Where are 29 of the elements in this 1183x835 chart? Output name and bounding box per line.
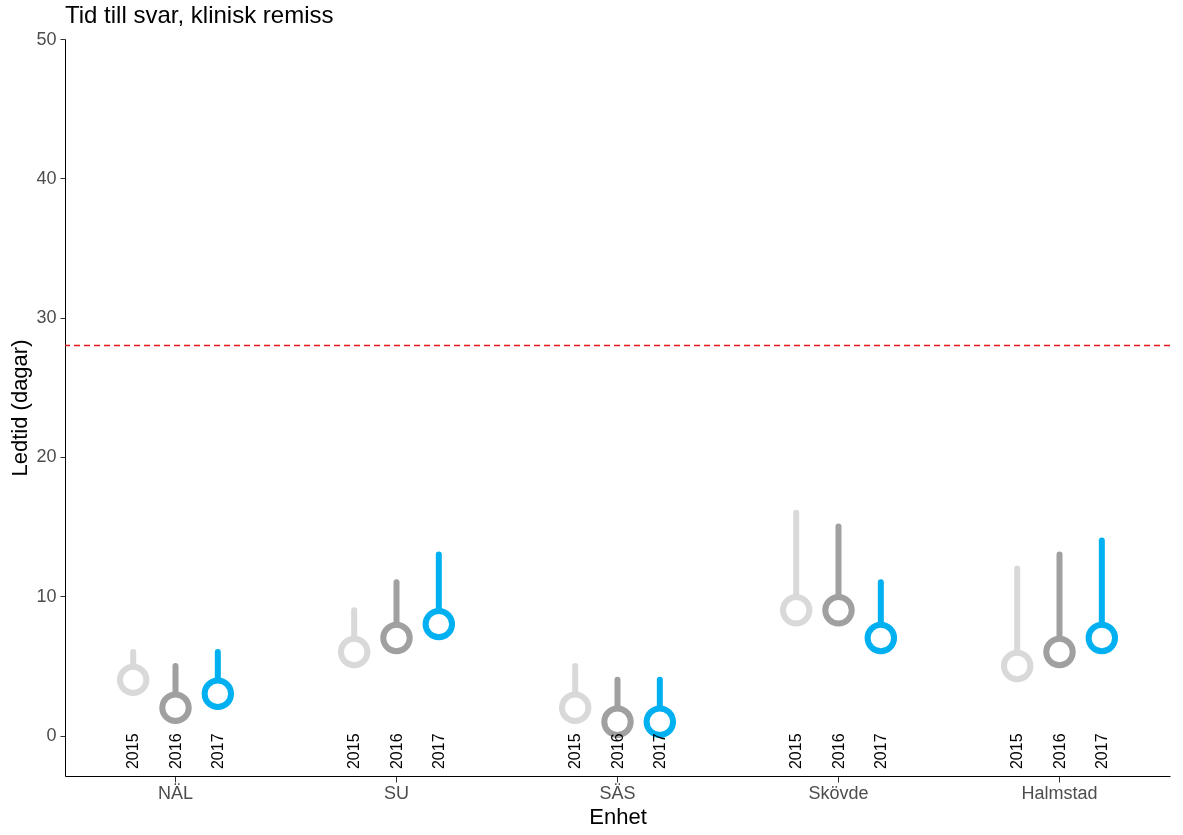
- y-tick-label: 20: [36, 446, 57, 467]
- text: 2016: [166, 733, 184, 770]
- text: 2016: [829, 733, 847, 770]
- x-tick-label: Halmstad: [1021, 782, 1098, 803]
- text: 2016: [608, 733, 626, 770]
- text: 2016: [1050, 733, 1068, 770]
- text: 2015: [124, 733, 142, 770]
- x-tick-label: SÄS: [599, 782, 636, 803]
- text: 2017: [208, 733, 226, 770]
- y-tick-label: 40: [36, 167, 57, 188]
- text: 2015: [787, 733, 805, 770]
- text: 2015: [566, 733, 584, 770]
- text: 2017: [650, 733, 668, 770]
- y-tick-label: 30: [36, 307, 57, 328]
- y-tick-label: 50: [36, 28, 57, 49]
- x-tick-label: Skövde: [808, 782, 869, 803]
- text: 2017: [871, 733, 889, 770]
- text: 2015: [345, 733, 363, 770]
- x-tick-label: NÄL: [157, 782, 194, 803]
- text: 2017: [1092, 733, 1110, 770]
- x-axis-title: Enhet: [589, 803, 647, 829]
- y-axis-title: Ledtid (dagar): [7, 339, 33, 477]
- x-tick-label: SU: [383, 782, 410, 803]
- text: 2015: [1008, 733, 1026, 770]
- text: 2017: [429, 733, 447, 770]
- text: 2016: [387, 733, 405, 770]
- y-tick-label: 0: [46, 725, 57, 746]
- chart-title: Tid till svar, klinisk remiss: [65, 1, 334, 28]
- y-tick-label: 10: [36, 585, 57, 606]
